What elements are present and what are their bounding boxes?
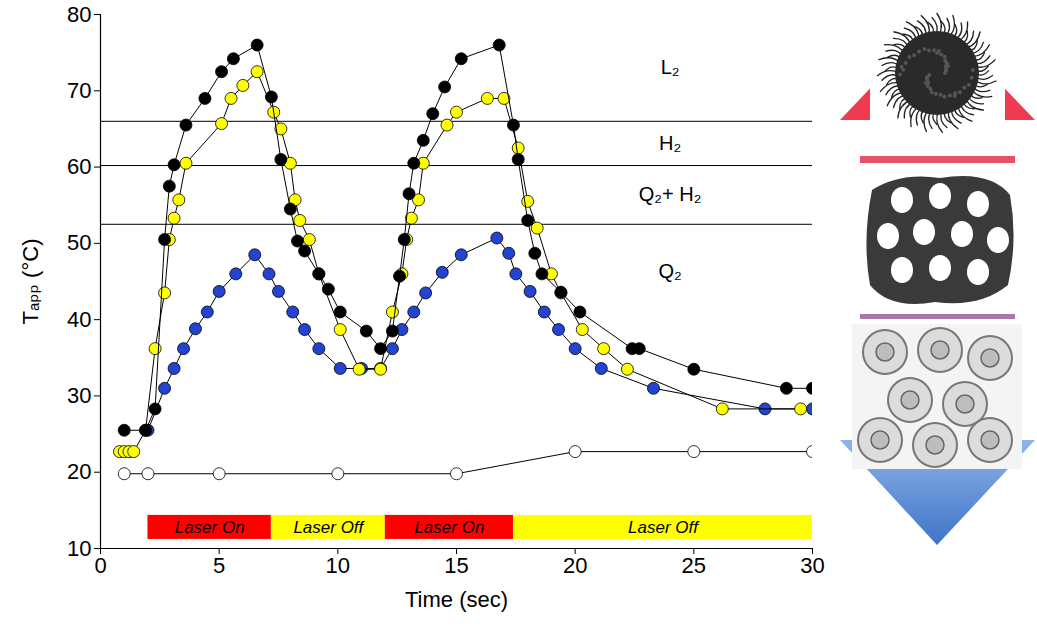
svg-text:50: 50 — [67, 230, 91, 255]
svg-text:Q₂+ H₂: Q₂+ H₂ — [639, 183, 702, 205]
svg-text:30: 30 — [67, 383, 91, 408]
svg-text:40: 40 — [67, 307, 91, 332]
svg-text:25: 25 — [682, 553, 706, 578]
svg-text:70: 70 — [67, 78, 91, 103]
svg-text:Time (sec): Time (sec) — [405, 587, 508, 612]
svg-text:Tₐₚₚ (°C): Tₐₚₚ (°C) — [18, 239, 43, 325]
svg-text:Laser On: Laser On — [175, 518, 245, 537]
svg-text:Laser Off: Laser Off — [628, 518, 700, 537]
svg-text:L₂: L₂ — [661, 56, 680, 78]
svg-text:10: 10 — [326, 553, 350, 578]
svg-text:20: 20 — [67, 459, 91, 484]
svg-text:Q₂: Q₂ — [658, 260, 681, 282]
svg-text:20: 20 — [563, 553, 587, 578]
svg-text:80: 80 — [67, 2, 91, 27]
svg-text:30: 30 — [800, 553, 824, 578]
svg-text:15: 15 — [444, 553, 468, 578]
svg-text:10: 10 — [67, 536, 91, 561]
svg-text:60: 60 — [67, 154, 91, 179]
svg-text:Laser On: Laser On — [414, 518, 484, 537]
svg-text:H₂: H₂ — [659, 132, 681, 154]
svg-text:5: 5 — [213, 553, 225, 578]
svg-text:0: 0 — [94, 553, 106, 578]
svg-text:Laser Off: Laser Off — [293, 518, 365, 537]
